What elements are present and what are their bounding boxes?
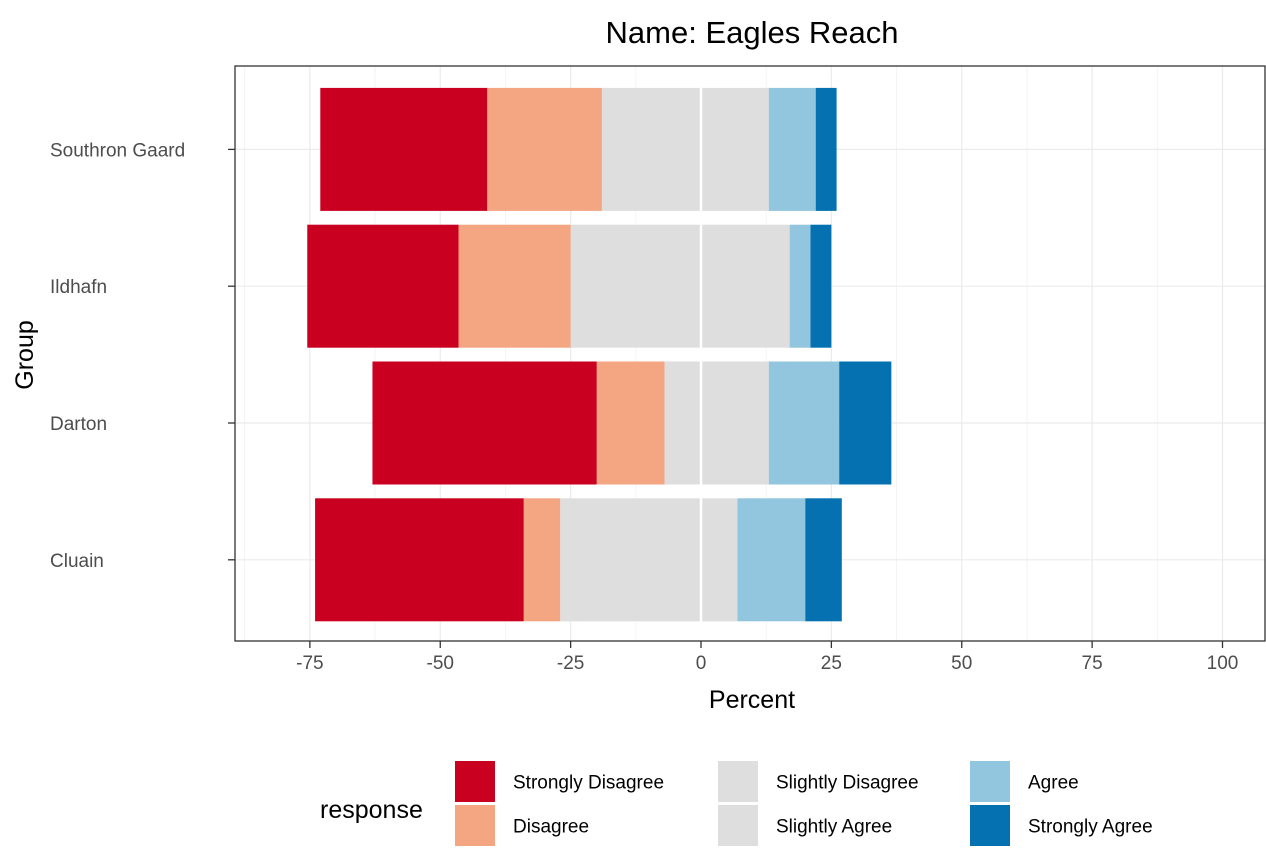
y-tick-label: Southron Gaard xyxy=(50,140,185,161)
bar-segment xyxy=(815,87,837,211)
bar-segment xyxy=(307,224,459,348)
y-tick-label: Cluain xyxy=(50,551,104,572)
bar-segment xyxy=(839,361,892,485)
panel-border xyxy=(234,65,1266,642)
bar-segment xyxy=(560,498,701,622)
legend-label: Disagree xyxy=(513,817,589,838)
bar-segment xyxy=(570,224,701,348)
legend-label: Strongly Disagree xyxy=(513,773,664,794)
legend-key xyxy=(718,805,758,846)
bars-layer xyxy=(307,66,892,641)
bar-segment xyxy=(701,87,769,211)
legend-key xyxy=(455,805,495,846)
x-tick-label: -75 xyxy=(296,653,323,674)
bar-segment xyxy=(315,498,524,622)
bar-segment xyxy=(768,361,840,485)
legend-key xyxy=(970,761,1010,802)
legend-label: Agree xyxy=(1028,773,1079,794)
bar-segment xyxy=(664,361,701,485)
legend: response Strongly Disagree Disagree Slight… xyxy=(320,761,1153,846)
bar-segment xyxy=(487,87,602,211)
legend-title: response xyxy=(320,796,423,824)
x-tick-label: 25 xyxy=(821,653,842,674)
legend-label: Strongly Agree xyxy=(1028,817,1153,838)
bar-segment xyxy=(320,87,488,211)
bar-segment xyxy=(789,224,811,348)
bar-segment xyxy=(523,498,561,622)
x-tick-label: -25 xyxy=(557,653,584,674)
x-tick-label: 100 xyxy=(1207,653,1239,674)
legend-label: Slightly Agree xyxy=(776,817,892,838)
bar-segment xyxy=(737,498,806,622)
chart-title: Name: Eagles Reach xyxy=(606,15,899,50)
x-tick-label: 50 xyxy=(951,653,972,674)
bar-segment xyxy=(805,498,842,622)
legend-key xyxy=(455,761,495,802)
bar-segment xyxy=(372,361,597,485)
bar-segment xyxy=(701,498,738,622)
legend-label: Slightly Disagree xyxy=(776,773,919,794)
axis-layer: -75 -50 -25 0 25 50 75 100 Southron Gaard Ildhafn… xyxy=(50,65,1266,674)
x-axis-title: Percent xyxy=(709,686,795,714)
bar-segment xyxy=(596,361,665,485)
x-tick-label: -50 xyxy=(427,653,454,674)
bar-segment xyxy=(768,87,816,211)
y-tick-label: Ildhafn xyxy=(50,277,107,298)
bar-segment xyxy=(810,224,832,348)
y-tick-label: Darton xyxy=(50,414,107,435)
x-tick-label: 75 xyxy=(1082,653,1103,674)
x-tick-label: 0 xyxy=(696,653,707,674)
bar-segment xyxy=(701,224,790,348)
bar-segment xyxy=(701,361,769,485)
bar-segment xyxy=(601,87,701,211)
legend-key xyxy=(970,805,1010,846)
y-axis-title: Group xyxy=(11,320,39,389)
legend-key xyxy=(718,761,758,802)
bar-segment xyxy=(458,224,571,348)
